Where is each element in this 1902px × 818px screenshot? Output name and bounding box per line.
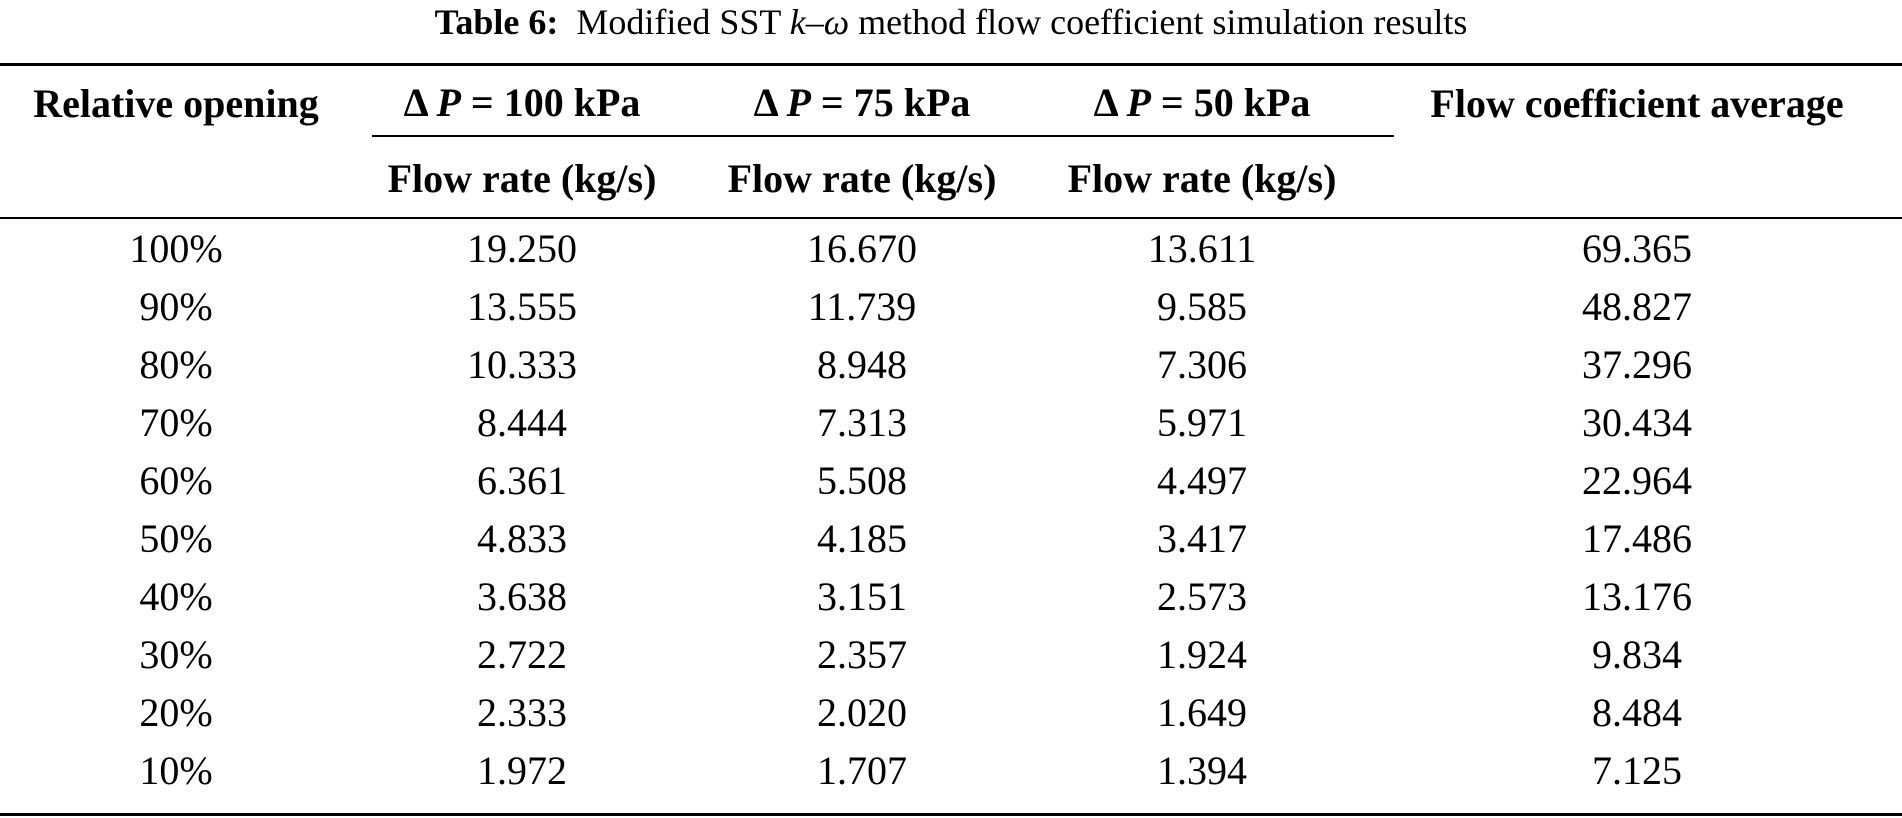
table-row: 20% 2.333 2.020 1.649 8.484 [0, 684, 1902, 742]
header-bottom-rule [0, 217, 1902, 219]
cell-opening: 60% [139, 458, 213, 503]
cell-dp100: 2.333 [477, 690, 567, 735]
flow-coefficient-table: Relative opening Δ P = 100 kPa Δ P = 75 … [0, 66, 1902, 800]
cell-dp75: 11.739 [807, 284, 917, 329]
cell-dp50: 2.573 [1157, 574, 1247, 619]
table-row: 30% 2.722 2.357 1.924 9.834 [0, 626, 1902, 684]
cell-dp75: 16.670 [807, 226, 917, 271]
cell-opening: 100% [129, 226, 223, 271]
cell-dp75: 4.185 [817, 516, 907, 561]
top-rule [0, 63, 1902, 66]
header-dp-100-value: = 100 kPa [460, 79, 641, 125]
cell-avg: 48.827 [1582, 284, 1692, 329]
cell-dp75: 8.948 [817, 342, 907, 387]
cell-dp100: 19.250 [467, 226, 577, 271]
cell-dp50: 1.649 [1157, 690, 1247, 735]
cell-dp75: 3.151 [817, 574, 907, 619]
cell-avg: 17.486 [1582, 516, 1692, 561]
header-flow-rate-50: Flow rate (kg/s) [1067, 155, 1337, 201]
table-row: 10% 1.972 1.707 1.394 7.125 [0, 742, 1902, 800]
cell-dp75: 5.508 [817, 458, 907, 503]
header-dp-100-p: P [436, 79, 461, 125]
header-flow-coefficient-average: Flow coefficient average [1372, 66, 1902, 218]
cell-dp100: 6.361 [477, 458, 567, 503]
table-row: 80% 10.333 8.948 7.306 37.296 [0, 336, 1902, 394]
header-dp-75-delta: Δ [753, 79, 777, 125]
cell-opening: 30% [139, 632, 213, 677]
caption-omega-symbol: ω [823, 2, 850, 42]
cell-dp50: 13.611 [1147, 226, 1257, 271]
group-header-rule [372, 135, 1394, 137]
cell-dp75: 7.313 [817, 400, 907, 445]
header-dp-50-p: P [1126, 79, 1151, 125]
caption-text-post: method flow coefficient simulation resul… [849, 2, 1468, 42]
cell-opening: 90% [139, 284, 213, 329]
table-row: 40% 3.638 3.151 2.573 13.176 [0, 568, 1902, 626]
cell-dp100: 13.555 [467, 284, 577, 329]
header-flow-rate-100: Flow rate (kg/s) [387, 155, 657, 201]
cell-avg: 9.834 [1592, 632, 1682, 677]
header-relative-opening-label: Relative opening [33, 81, 319, 126]
bottom-rule [0, 813, 1902, 816]
cell-dp50: 3.417 [1157, 516, 1247, 561]
cell-opening: 10% [139, 748, 213, 793]
cell-avg: 69.365 [1582, 226, 1692, 271]
header-dp-100: Δ P = 100 kPa [352, 66, 692, 138]
cell-dp50: 1.394 [1157, 748, 1247, 793]
cell-dp75: 2.357 [817, 632, 907, 677]
table-row: 60% 6.361 5.508 4.497 22.964 [0, 452, 1902, 510]
cell-dp100: 3.638 [477, 574, 567, 619]
cell-dp100: 4.833 [477, 516, 567, 561]
cell-avg: 22.964 [1582, 458, 1692, 503]
header-relative-opening: Relative opening [0, 66, 352, 218]
cell-dp100: 1.972 [477, 748, 567, 793]
header-dp-50: Δ P = 50 kPa [1032, 66, 1372, 138]
header-dp-75-p: P [786, 79, 811, 125]
header-flow-rate-75: Flow rate (kg/s) [727, 155, 997, 201]
table-row: 70% 8.444 7.313 5.971 30.434 [0, 394, 1902, 452]
table-caption: Table 6: Modified SST k–ω method flow co… [0, 0, 1902, 44]
cell-dp100: 2.722 [477, 632, 567, 677]
header-dp-50-delta: Δ [1093, 79, 1117, 125]
cell-dp50: 1.924 [1157, 632, 1247, 677]
cell-opening: 70% [139, 400, 213, 445]
cell-dp50: 5.971 [1157, 400, 1247, 445]
header-dp-100-delta: Δ [403, 79, 427, 125]
caption-k-symbol: k [789, 2, 806, 42]
cell-opening: 20% [139, 690, 213, 735]
header-flow-coefficient-average-label: Flow coefficient average [1430, 81, 1844, 126]
cell-avg: 8.484 [1592, 690, 1682, 735]
cell-dp75: 1.707 [817, 748, 907, 793]
caption-dash: – [805, 2, 824, 42]
cell-avg: 30.434 [1582, 400, 1692, 445]
caption-text-pre: Modified SST [576, 2, 790, 42]
cell-dp100: 10.333 [467, 342, 577, 387]
cell-avg: 13.176 [1582, 574, 1692, 619]
cell-avg: 7.125 [1592, 748, 1682, 793]
cell-dp50: 4.497 [1157, 458, 1247, 503]
table-row: 90% 13.555 11.739 9.585 48.827 [0, 278, 1902, 336]
cell-opening: 80% [139, 342, 213, 387]
table-row: 100% 19.250 16.670 13.611 69.365 [0, 218, 1902, 278]
header-dp-50-value: = 50 kPa [1150, 79, 1311, 125]
cell-opening: 50% [139, 516, 213, 561]
caption-label: Table 6: [434, 2, 559, 42]
cell-avg: 37.296 [1582, 342, 1692, 387]
header-dp-75-value: = 75 kPa [810, 79, 971, 125]
cell-dp50: 9.585 [1157, 284, 1247, 329]
cell-opening: 40% [139, 574, 213, 619]
cell-dp50: 7.306 [1157, 342, 1247, 387]
cell-dp75: 2.020 [817, 690, 907, 735]
cell-dp100: 8.444 [477, 400, 567, 445]
header-dp-75: Δ P = 75 kPa [692, 66, 1032, 138]
table-row: 50% 4.833 4.185 3.417 17.486 [0, 510, 1902, 568]
caption-text: Modified SST k–ω method flow coefficient… [567, 2, 1467, 42]
